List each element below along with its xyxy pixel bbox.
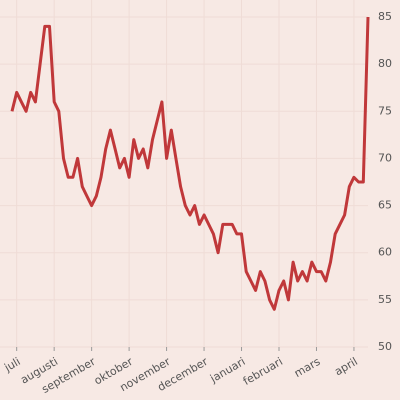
y-tick-label: 65 — [378, 199, 392, 212]
y-tick-label: 70 — [378, 151, 392, 164]
x-tick-label: januari — [207, 355, 247, 386]
x-tick-label: mars — [292, 355, 323, 380]
y-tick-label: 85 — [378, 10, 392, 23]
y-tick-label: 50 — [378, 340, 392, 353]
y-tick-label: 75 — [378, 104, 392, 117]
y-tick-label: 60 — [378, 246, 392, 259]
x-tick-label: juli — [1, 355, 22, 375]
y-tick-label: 80 — [378, 57, 392, 70]
data-line — [10, 16, 370, 311]
y-tick-label: 55 — [378, 293, 392, 306]
x-tick-label: februari — [241, 355, 285, 388]
x-tick-label: april — [332, 355, 360, 378]
